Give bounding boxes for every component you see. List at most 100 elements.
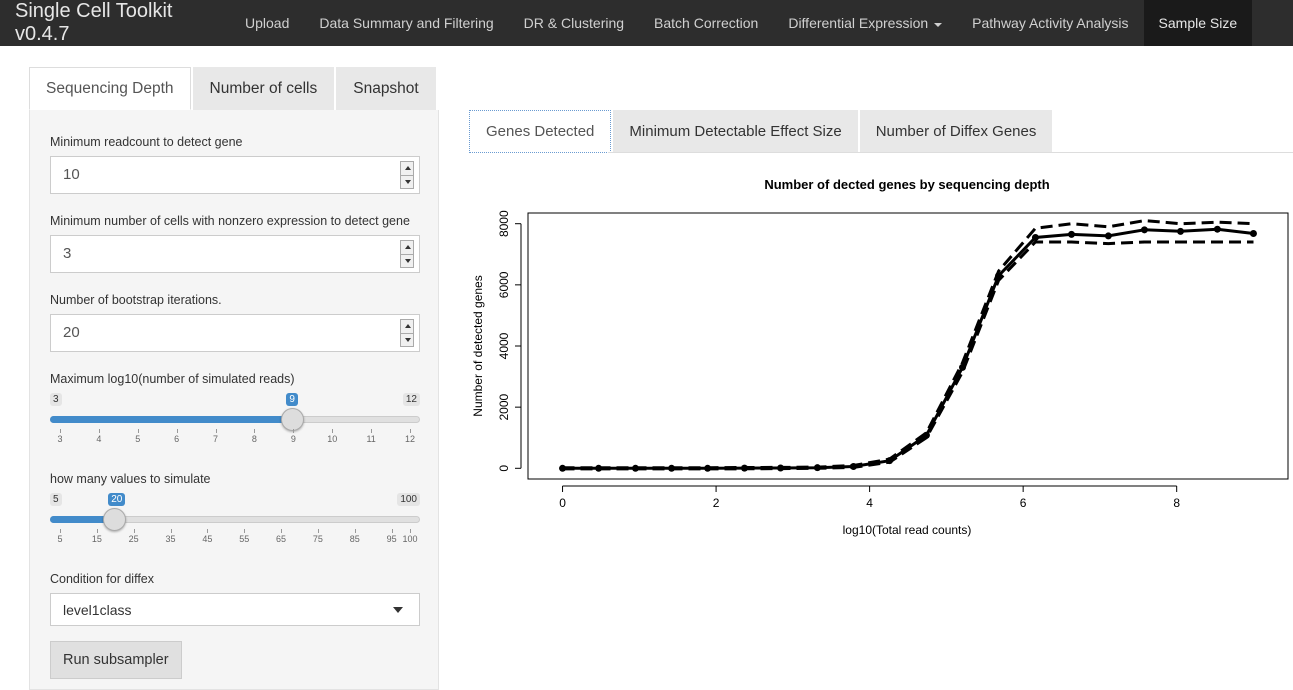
slider-handle[interactable]: [103, 508, 127, 531]
series-line-dashed: [562, 240, 1254, 471]
x-tick-label: 6: [1020, 496, 1027, 510]
slider-tick-label: 9: [290, 434, 296, 444]
slider-tick-label: 5: [57, 534, 63, 544]
bootstrap-value: 20: [63, 324, 80, 341]
min-readcount-input[interactable]: 10: [50, 156, 420, 194]
slider-tick: [371, 429, 373, 433]
sidebar-panel: Minimum readcount to detect gene 10 Mini…: [29, 110, 439, 690]
y-axis-label: Number of detected genes: [471, 275, 485, 416]
nav-sample-size[interactable]: Sample Size: [1143, 0, 1253, 46]
y-tick-label: 8000: [497, 210, 511, 237]
slider-tick-label: 12: [404, 434, 416, 444]
how-many-label: how many values to simulate: [50, 472, 211, 486]
x-tick-label: 2: [713, 496, 720, 510]
slider-tick: [60, 529, 61, 533]
slider-value-badge: 9: [286, 393, 298, 406]
min-readcount-value: 10: [63, 166, 80, 183]
slider-tick: [317, 529, 319, 533]
bootstrap-spinner[interactable]: [400, 319, 414, 347]
nav-pathway-activity[interactable]: Pathway Activity Analysis: [972, 15, 1129, 31]
min-readcount-spinner[interactable]: [400, 161, 414, 189]
nav-batch-correction[interactable]: Batch Correction: [654, 15, 759, 31]
condition-label: Condition for diffex: [50, 572, 154, 586]
tab-min-detectable-effect-size[interactable]: Minimum Detectable Effect Size: [613, 110, 858, 153]
series-line-dashed: [562, 219, 1254, 470]
slider-tick: [60, 429, 61, 433]
arrow-up-icon: [405, 245, 411, 249]
app-title: Single Cell Toolkit v0.4.7: [15, 0, 173, 45]
nav-upload[interactable]: Upload: [245, 15, 290, 31]
condition-select[interactable]: level1class: [50, 593, 420, 626]
caret-down-icon: [934, 22, 943, 27]
tab-number-of-diffex-genes[interactable]: Number of Diffex Genes: [859, 110, 1053, 153]
tab-genes-detected[interactable]: Genes Detected: [469, 110, 612, 153]
series-point: [1068, 230, 1076, 238]
spinner-down-button[interactable]: [401, 333, 413, 346]
series-line: [562, 227, 1254, 470]
x-tick-label: 4: [866, 496, 873, 510]
slider-max-badge: 100: [397, 493, 420, 506]
slider-min-badge: 3: [50, 393, 62, 406]
nav-dr-clustering[interactable]: DR & Clustering: [523, 15, 625, 31]
slider-tick-label: 7: [213, 434, 219, 444]
bootstrap-input[interactable]: 20: [50, 314, 420, 352]
max-log10-label: Maximum log10(number of simulated reads): [50, 372, 295, 386]
spinner-up-button[interactable]: [401, 320, 413, 333]
y-tick-label: 0: [497, 465, 511, 472]
series-point: [1140, 226, 1148, 234]
bootstrap-label: Number of bootstrap iterations.: [50, 293, 222, 307]
left-tabset: Sequencing Depth Number of cells Snapsho…: [29, 67, 438, 110]
slider-handle[interactable]: [281, 408, 305, 431]
slider-fill: [50, 516, 116, 523]
arrow-down-icon: [405, 180, 411, 184]
slider-tick-label: 95: [386, 534, 397, 544]
slider-ticks: 3 4 5 6 7 8 9 10 11 12: [50, 429, 420, 444]
y-axis: 0 2000 4000 6000 8000: [497, 210, 522, 472]
slider-tick: [96, 529, 98, 533]
min-cells-input[interactable]: 3: [50, 235, 420, 273]
arrow-down-icon: [405, 259, 411, 263]
x-axis: 0 2 4 6 8: [559, 485, 1180, 510]
slider-fill: [50, 416, 294, 423]
y-tick-label: 2000: [497, 393, 511, 420]
spinner-down-button[interactable]: [401, 175, 413, 188]
slider-tick: [281, 529, 283, 533]
tab-number-of-cells[interactable]: Number of cells: [192, 67, 335, 110]
slider-tick-label: 15: [91, 534, 102, 544]
min-cells-spinner[interactable]: [400, 240, 414, 268]
tab-snapshot[interactable]: Snapshot: [336, 67, 436, 110]
tab-sequencing-depth[interactable]: Sequencing Depth: [29, 67, 191, 110]
slider-tick-label: 55: [239, 534, 250, 544]
slider-tick: [391, 529, 393, 533]
slider-tick-label: 25: [128, 534, 139, 544]
nav-data-summary[interactable]: Data Summary and Filtering: [319, 15, 494, 31]
slider-tick: [293, 429, 295, 433]
series-point: [1104, 232, 1112, 240]
spinner-down-button[interactable]: [401, 254, 413, 267]
plot-frame: [527, 212, 1289, 480]
min-cells-label: Minimum number of cells with nonzero exp…: [50, 214, 410, 228]
slider-tick: [98, 429, 100, 433]
condition-value: level1class: [63, 602, 132, 618]
slider-value-badge: 20: [108, 493, 126, 506]
arrow-down-icon: [405, 338, 411, 342]
series-layer: [559, 219, 1257, 472]
series-point: [1031, 233, 1039, 241]
slider-tick-label: 100: [402, 534, 418, 544]
run-subsampler-button[interactable]: Run subsampler: [50, 641, 182, 679]
slider-tick: [137, 429, 139, 433]
slider-tick: [176, 429, 178, 433]
chart-title: Number of dected genes by sequencing dep…: [764, 177, 1049, 192]
spinner-up-button[interactable]: [401, 241, 413, 254]
slider-tick: [244, 529, 246, 533]
genes-detected-chart: Number of dected genes by sequencing dep…: [471, 177, 1289, 537]
series-point: [1213, 225, 1221, 233]
slider-tick-label: 5: [135, 434, 141, 444]
series-point: [1177, 227, 1185, 235]
right-tabset: Genes Detected Minimum Detectable Effect…: [469, 110, 1054, 153]
spinner-up-button[interactable]: [401, 162, 413, 175]
slider-tick-label: 10: [327, 434, 338, 444]
slider-tick: [254, 429, 256, 433]
nav-differential-expression[interactable]: Differential Expression: [773, 0, 957, 46]
slider-tick: [170, 529, 172, 533]
